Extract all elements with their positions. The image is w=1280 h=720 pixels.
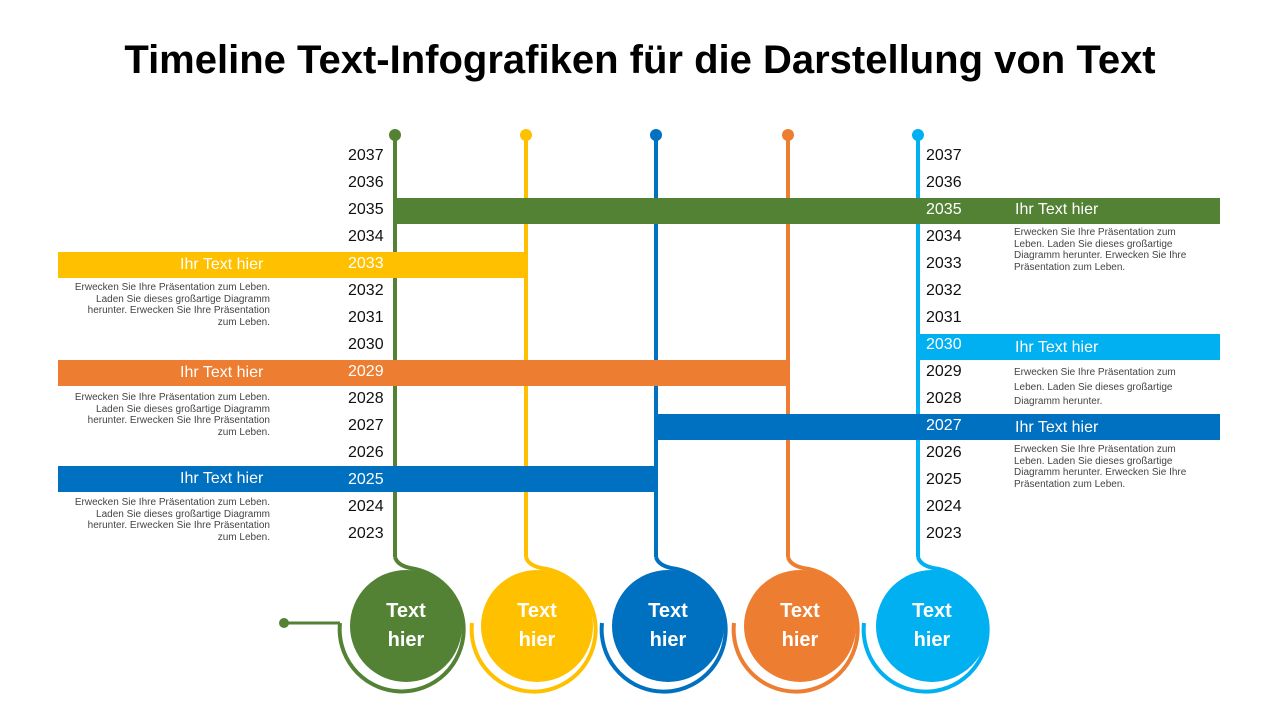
circle-label: Text hier — [648, 600, 688, 651]
bar-left-2033 — [58, 252, 528, 278]
year-label-left: 2033 — [348, 255, 384, 272]
line-dot-blue — [650, 129, 662, 141]
year-label-left: 2023 — [348, 525, 384, 542]
year-label-right: 2037 — [926, 147, 962, 164]
year-label-right: 2025 — [926, 471, 962, 488]
year-label-left: 2026 — [348, 444, 384, 461]
circle-node-green: Text hier — [350, 570, 462, 682]
desc-left-2033: Erwecken Sie Ihre Präsentation zum Leben… — [74, 282, 270, 328]
year-label-right: 2032 — [926, 282, 962, 299]
ring-arc-cyan — [861, 556, 990, 694]
bar-label-left-2033: Ihr Text hier — [180, 256, 264, 273]
circle-node-yellow: Text hier — [481, 570, 593, 682]
year-label-right: 2024 — [926, 498, 962, 515]
bar-label-right-2030: Ihr Text hier — [1015, 339, 1099, 356]
desc-right-2035: Erwecken Sie Ihre Präsentation zum Leben… — [1014, 227, 1187, 273]
year-label-left: 2024 — [348, 498, 384, 515]
line-dot-yellow — [520, 129, 532, 141]
year-label-right: 2029 — [926, 363, 962, 380]
year-label-left: 2031 — [348, 309, 384, 326]
start-dot — [279, 618, 289, 628]
year-label-right: 2027 — [926, 417, 962, 434]
circle-label: Text hier — [780, 600, 820, 651]
year-label-right: 2030 — [926, 336, 962, 353]
year-label-right: 2035 — [926, 201, 962, 218]
desc-right-2030: Erwecken Sie Ihre Präsentation zum Leben… — [1014, 367, 1176, 407]
line-dot-orange — [782, 129, 794, 141]
year-label-left: 2034 — [348, 228, 384, 245]
ring-arc-orange — [731, 556, 860, 694]
bar-label-left-2029: Ihr Text hier — [180, 364, 264, 381]
circle-node-cyan: Text hier — [876, 570, 988, 682]
year-label-left: 2035 — [348, 201, 384, 218]
page-title: Timeline Text-Infografiken für die Darst… — [124, 38, 1156, 82]
year-label-left: 2036 — [348, 174, 384, 191]
desc-left-2029: Erwecken Sie Ihre Präsentation zum Leben… — [74, 392, 270, 438]
bar-label-right-2035: Ihr Text hier — [1015, 201, 1099, 218]
year-label-left: 2037 — [348, 147, 384, 164]
circle-label: Text hier — [912, 600, 952, 651]
bar-right-2030 — [916, 334, 1220, 360]
year-label-left: 2028 — [348, 390, 384, 407]
circle-node-orange: Text hier — [744, 570, 856, 682]
year-label-right: 2031 — [926, 309, 962, 326]
bar-right-2035 — [393, 198, 1220, 224]
bar-right-2027 — [656, 414, 1220, 440]
desc-left-2025: Erwecken Sie Ihre Präsentation zum Leben… — [74, 497, 270, 543]
year-label-left: 2032 — [348, 282, 384, 299]
ring-arc-blue — [599, 556, 728, 694]
circle-node-blue: Text hier — [612, 570, 724, 682]
year-label-left: 2027 — [348, 417, 384, 434]
year-label-right: 2033 — [926, 255, 962, 272]
year-label-left: 2025 — [348, 471, 384, 488]
year-label-left: 2029 — [348, 363, 384, 380]
circle-label: Text hier — [386, 600, 426, 651]
year-label-right: 2023 — [926, 525, 962, 542]
bar-left-2025 — [58, 466, 658, 492]
year-label-left: 2030 — [348, 336, 384, 353]
line-dot-cyan — [912, 129, 924, 141]
bar-label-right-2027: Ihr Text hier — [1015, 419, 1099, 436]
year-label-right: 2028 — [926, 390, 962, 407]
bar-left-2029 — [58, 360, 790, 386]
desc-right-2027: Erwecken Sie Ihre Präsentation zum Leben… — [1014, 444, 1187, 490]
year-label-right: 2034 — [926, 228, 962, 245]
year-label-right: 2026 — [926, 444, 962, 461]
year-label-right: 2036 — [926, 174, 962, 191]
ring-arc-yellow — [469, 556, 598, 694]
ring-arc-green — [337, 556, 466, 694]
circle-label: Text hier — [517, 600, 557, 651]
line-dot-green — [389, 129, 401, 141]
bar-label-left-2025: Ihr Text hier — [180, 470, 264, 487]
